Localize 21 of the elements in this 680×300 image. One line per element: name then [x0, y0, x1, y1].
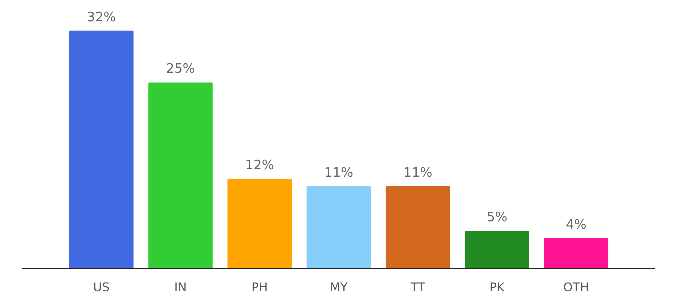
data-label: 32%	[87, 10, 116, 26]
x-tick-label: TT	[410, 280, 426, 294]
data-label: 4%	[566, 218, 587, 233]
bar	[465, 230, 530, 268]
data-label: 11%	[404, 166, 433, 181]
bar	[544, 238, 609, 268]
x-tick-label: US	[93, 280, 110, 294]
x-tick-label: PH	[252, 280, 268, 294]
bar	[148, 82, 213, 268]
data-label: 5%	[486, 210, 508, 226]
data-label: 11%	[324, 166, 354, 181]
x-tick-label: IN	[174, 280, 188, 294]
bar	[228, 179, 292, 268]
data-label: 12%	[245, 158, 274, 174]
bar	[306, 186, 372, 268]
x-tick-label: PK	[490, 280, 506, 294]
x-tick-label: MY	[330, 280, 349, 294]
x-tick-label: OTH	[563, 280, 590, 294]
bar	[386, 186, 450, 268]
data-label: 25%	[166, 62, 196, 78]
bar	[69, 30, 134, 268]
